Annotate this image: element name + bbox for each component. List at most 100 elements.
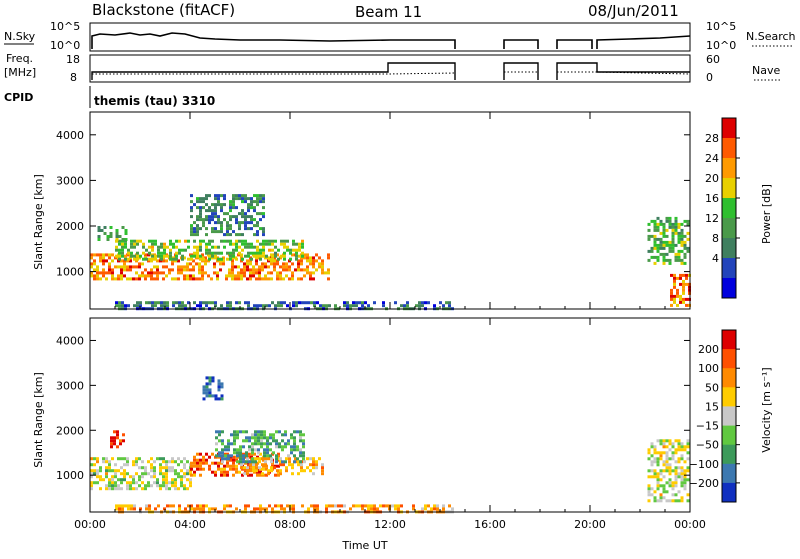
power-echo-cell xyxy=(653,225,657,229)
velocity-echo-cell xyxy=(292,504,295,508)
velocity-echo-cell xyxy=(220,467,223,471)
power-echo-cell xyxy=(289,248,292,252)
power-echo-cell xyxy=(300,262,303,266)
velocity-echo-cell xyxy=(309,457,312,461)
velocity-echo-cell xyxy=(266,442,269,446)
power-echo-cell xyxy=(111,274,114,278)
power-echo-cell xyxy=(653,222,657,226)
power-echo-cells xyxy=(90,194,691,311)
power-echo-cell xyxy=(166,254,169,258)
velocity-echo-cell xyxy=(205,461,208,465)
velocity-echo-cell xyxy=(245,460,248,464)
power-echo-cell xyxy=(114,277,117,281)
power-echo-cell xyxy=(195,256,198,260)
velocity-echo-cell xyxy=(301,504,304,508)
power-echo-cell xyxy=(670,273,673,277)
power-echo-cell xyxy=(232,194,235,198)
power-echo-cell xyxy=(217,257,220,261)
velocity-echo-cell xyxy=(653,475,657,479)
velocity-echo-cell xyxy=(111,487,114,491)
velocity-echo-cell xyxy=(265,467,268,471)
power-echo-cell xyxy=(195,277,198,281)
power-echo-cell xyxy=(196,245,199,249)
velocity-echo-cell xyxy=(650,460,654,464)
velocity-echo-cell xyxy=(315,466,318,470)
velocity-echo-cell xyxy=(263,430,266,434)
power-echo-cell xyxy=(235,245,238,249)
power-echo-cell xyxy=(300,268,303,272)
velocity-echo-cell xyxy=(686,442,690,446)
power-echo-cell xyxy=(255,262,258,266)
velocity-echo-cell xyxy=(93,463,96,467)
power-echo-cell xyxy=(264,262,267,266)
power-echo-cell xyxy=(261,277,264,281)
velocity-echo-cell xyxy=(135,457,138,461)
power-echo-cell xyxy=(253,218,256,222)
power-echo-cell xyxy=(126,268,129,272)
velocity-echo-cell xyxy=(105,469,108,473)
power-echo-cell xyxy=(178,304,181,308)
power-echo-cell xyxy=(175,254,178,258)
velocity-echo-cell xyxy=(156,484,159,488)
power-colorbar-segment xyxy=(722,138,736,159)
velocity-echo-cell xyxy=(303,469,306,473)
power-echo-cell xyxy=(256,194,259,198)
nave-trace xyxy=(92,71,691,75)
velocity-echo-cell xyxy=(202,391,206,395)
power-echo-cell xyxy=(255,256,258,260)
power-echo-cell xyxy=(258,268,261,272)
velocity-echo-cell xyxy=(218,451,221,455)
velocity-echo-cell xyxy=(108,484,111,488)
velocity-echo-cell xyxy=(259,473,262,477)
velocity-echo-cell xyxy=(208,376,212,380)
velocity-echo-cell xyxy=(127,504,130,508)
velocity-echo-cell xyxy=(110,439,113,443)
power-echo-cell xyxy=(382,301,385,305)
power-echo-cell xyxy=(190,206,193,210)
power-echo-cell xyxy=(138,277,141,281)
power-echo-cell xyxy=(226,257,229,261)
power-echo-cell xyxy=(671,237,675,241)
power-echo-cell xyxy=(193,254,196,258)
velocity-echo-cell xyxy=(233,442,236,446)
power-echo-cell xyxy=(102,262,105,266)
velocity-echo-cell xyxy=(251,442,254,446)
power-echo-cell xyxy=(647,234,651,238)
power-echo-cell xyxy=(229,239,232,243)
power-echo-cell xyxy=(288,265,291,269)
velocity-echo-cell xyxy=(659,454,663,458)
velocity-echo-cell xyxy=(108,460,111,464)
power-echo-cell xyxy=(177,268,180,272)
beam-title: Beam 11 xyxy=(355,3,422,21)
power-echo-cell xyxy=(673,294,676,298)
power-echo-cell xyxy=(241,242,244,246)
power-y-tick-label: 2000 xyxy=(56,220,84,233)
power-echo-cell xyxy=(160,304,163,308)
power-echo-cell xyxy=(121,301,124,305)
velocity-echo-cell xyxy=(683,478,687,482)
velocity-echo-cell xyxy=(129,475,132,479)
power-echo-cell xyxy=(169,257,172,261)
power-echo-cell xyxy=(656,222,660,226)
power-echo-cell xyxy=(259,257,262,261)
power-echo-cell xyxy=(147,259,150,263)
power-echo-cell xyxy=(327,256,330,260)
power-echo-cell xyxy=(162,271,165,275)
velocity-echo-cell xyxy=(193,473,196,477)
power-echo-cell xyxy=(403,304,406,308)
power-echo-cell xyxy=(117,274,120,278)
velocity-echo-cell xyxy=(162,460,165,464)
velocity-echo-cell xyxy=(242,454,245,458)
velocity-echo-cell xyxy=(226,452,229,456)
velocity-echo-cell xyxy=(99,475,102,479)
power-echo-cell xyxy=(190,230,193,234)
velocity-echo-cell xyxy=(334,504,337,508)
power-echo-cell xyxy=(673,273,676,277)
velocity-echo-cell xyxy=(236,430,239,434)
power-echo-cell xyxy=(229,203,232,207)
power-echo-cell xyxy=(280,254,283,258)
power-echo-cell xyxy=(674,252,678,256)
power-echo-cell xyxy=(244,194,247,198)
velocity-echo-cell xyxy=(153,472,156,476)
